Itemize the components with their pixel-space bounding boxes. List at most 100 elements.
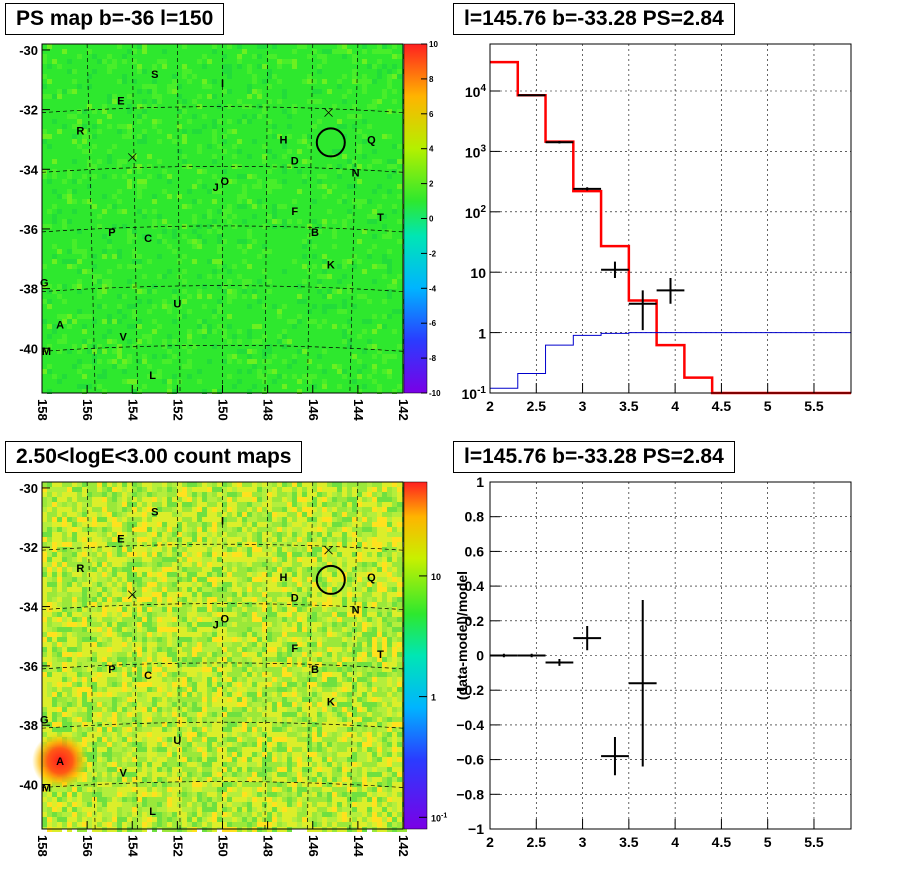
map-pixel: [47, 642, 52, 647]
map-pixel: [352, 587, 357, 592]
map-pixel: [272, 219, 277, 224]
map-pixel: [347, 517, 352, 522]
map-pixel: [287, 517, 292, 522]
map-pixel: [322, 502, 327, 507]
map-pixel: [332, 707, 337, 712]
map-pixel: [342, 637, 347, 642]
map-pixel: [122, 742, 127, 747]
map-pixel: [62, 224, 67, 229]
map-pixel: [87, 507, 92, 512]
map-pixel: [242, 732, 247, 737]
map-pixel: [302, 492, 307, 497]
map-pixel: [312, 662, 317, 667]
map-pixel: [202, 707, 207, 712]
map-pixel: [202, 607, 207, 612]
map-pixel: [212, 269, 217, 274]
map-pixel: [347, 289, 352, 294]
map-pixel: [227, 692, 232, 697]
map-pixel: [102, 617, 107, 622]
map-pixel: [237, 667, 242, 672]
map-pixel: [172, 662, 177, 667]
map-pixel: [117, 537, 122, 542]
map-pixel: [322, 304, 327, 309]
map-pixel: [267, 657, 272, 662]
map-pixel: [362, 547, 367, 552]
map-pixel: [282, 652, 287, 657]
map-pixel: [57, 697, 62, 702]
map-pixel: [82, 249, 87, 254]
map-pixel: [272, 672, 277, 677]
map-pixel: [352, 159, 357, 164]
map-pixel: [102, 682, 107, 687]
map-pixel: [387, 497, 392, 502]
map-pixel: [277, 597, 282, 602]
map-pixel: [367, 572, 372, 577]
map-pixel: [357, 114, 362, 119]
map-pixel: [102, 487, 107, 492]
map-pixel: [187, 647, 192, 652]
map-pixel: [87, 697, 92, 702]
map-pixel: [307, 732, 312, 737]
map-pixel: [77, 259, 82, 264]
map-pixel: [272, 74, 277, 79]
map-pixel: [347, 577, 352, 582]
map-pixel: [197, 637, 202, 642]
map-pixel: [67, 662, 72, 667]
map-pixel: [367, 374, 372, 379]
map-pixel: [287, 557, 292, 562]
map-pixel: [42, 532, 47, 537]
map-pixel: [162, 687, 167, 692]
map-pixel: [212, 597, 217, 602]
map-pixel: [187, 692, 192, 697]
map-pixel: [187, 582, 192, 587]
map-pixel: [157, 662, 162, 667]
map-pixel: [142, 334, 147, 339]
map-pixel: [92, 54, 97, 59]
map-pixel: [352, 54, 357, 59]
map-pixel: [352, 577, 357, 582]
map-pixel: [102, 747, 107, 752]
map-pixel: [267, 567, 272, 572]
map-pixel: [172, 89, 177, 94]
map-pixel: [77, 582, 82, 587]
map-pixel: [182, 747, 187, 752]
map-pixel: [212, 582, 217, 587]
map-pixel: [252, 742, 257, 747]
map-pixel: [172, 607, 177, 612]
map-pixel: [312, 264, 317, 269]
map-pixel: [322, 59, 327, 64]
map-pixel: [57, 562, 62, 567]
map-pixel: [132, 572, 137, 577]
map-pixel: [192, 259, 197, 264]
map-pixel: [87, 667, 92, 672]
map-pixel: [327, 662, 332, 667]
map-pixel: [287, 567, 292, 572]
map-pixel: [307, 522, 312, 527]
map-pixel: [367, 682, 372, 687]
map-pixel: [357, 522, 362, 527]
map-pixel: [172, 582, 177, 587]
map-pixel: [127, 169, 132, 174]
map-pixel: [227, 582, 232, 587]
map-pixel: [282, 697, 287, 702]
map-pixel: [127, 767, 132, 772]
map-pixel: [127, 727, 132, 732]
map-pixel: [332, 772, 337, 777]
map-pixel: [192, 602, 197, 607]
map-pixel: [122, 359, 127, 364]
map-pixel: [162, 532, 167, 537]
map-pixel: [282, 622, 287, 627]
map-pixel: [382, 642, 387, 647]
map-pixel: [52, 244, 57, 249]
map-pixel: [92, 657, 97, 662]
map-pixel: [167, 482, 172, 487]
map-pixel: [352, 732, 357, 737]
map-pixel: [257, 577, 262, 582]
map-pixel: [172, 234, 177, 239]
map-pixel: [67, 602, 72, 607]
map-pixel: [142, 527, 147, 532]
map-pixel: [292, 732, 297, 737]
map-pixel: [242, 627, 247, 632]
map-pixel: [322, 667, 327, 672]
map-pixel: [302, 607, 307, 612]
